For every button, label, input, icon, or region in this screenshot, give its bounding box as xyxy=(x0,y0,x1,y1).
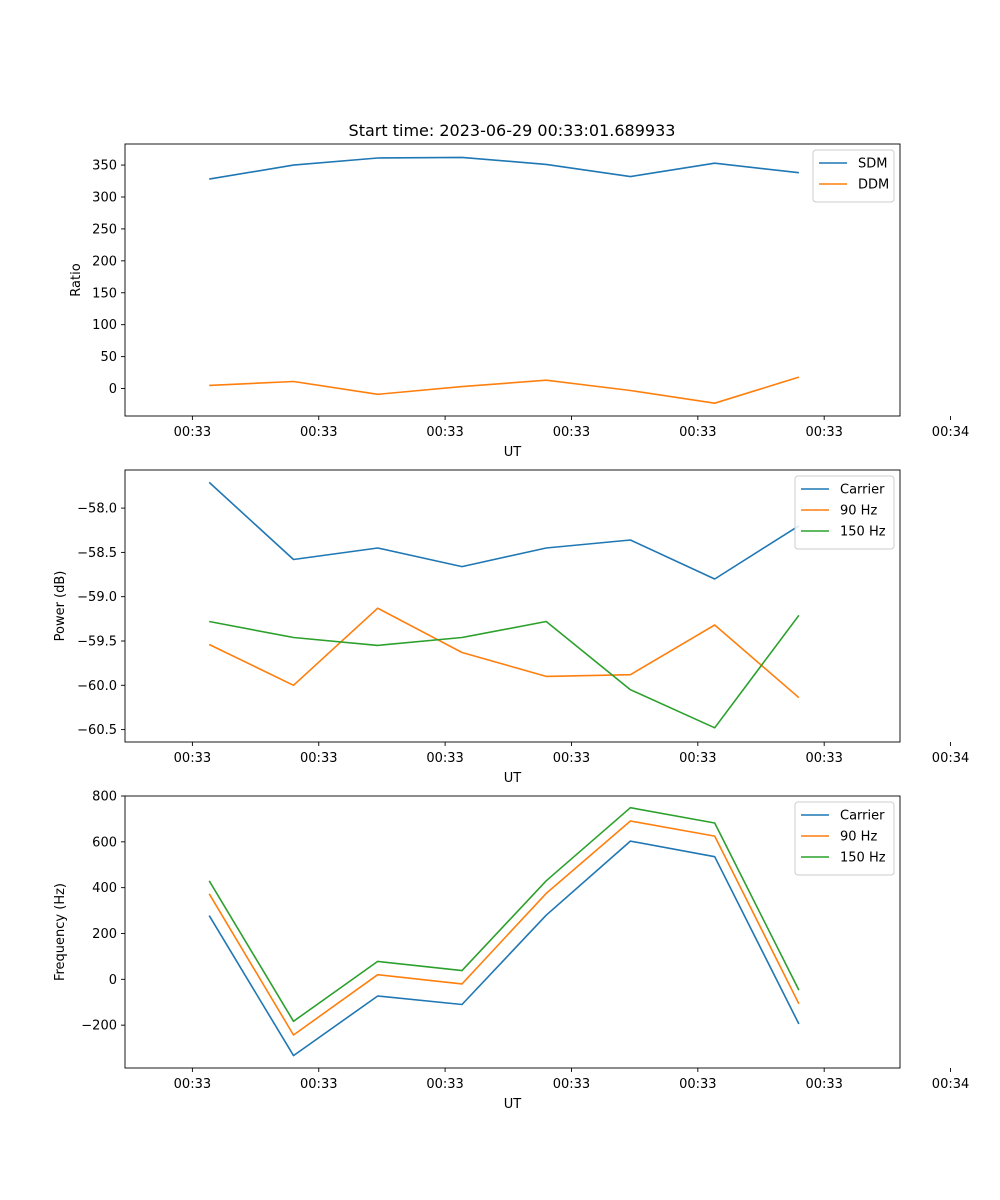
plot-frame xyxy=(124,143,901,417)
y-tick-label: −200 xyxy=(81,1019,117,1034)
chart-title: Start time: 2023-06-29 00:33:01.689933 xyxy=(349,121,676,140)
y-tick-label: 200 xyxy=(92,254,117,269)
legend-entry: Carrier xyxy=(840,483,885,498)
y-axis-label: Frequency (Hz) xyxy=(53,883,68,981)
x-tick-label: 00:34 xyxy=(932,425,969,440)
x-tick-label: 00:33 xyxy=(679,751,716,766)
legend: Carrier 90 Hz 150 Hz xyxy=(794,801,895,876)
y-tick-label: 0 xyxy=(109,382,117,397)
series-line xyxy=(209,156,799,180)
ratio-panel: 00:33 00:33 00:33 00:33 00:33 00:33 00:34 0 50 10… xyxy=(69,143,969,460)
legend-entry: 150 Hz xyxy=(840,851,886,866)
y-axis-label: Power (dB) xyxy=(53,571,68,642)
legend-entry: SDM xyxy=(858,157,887,172)
series-line xyxy=(208,607,800,699)
x-tick-label: 00:34 xyxy=(932,751,969,766)
x-axis-label: UT xyxy=(504,445,522,460)
x-tick-label: 00:33 xyxy=(300,1077,337,1092)
legend-entry: DDM xyxy=(858,178,889,193)
y-tick-label: −58.5 xyxy=(77,546,117,561)
y-axis-label: Ratio xyxy=(69,263,84,296)
x-tick-label: 00:33 xyxy=(679,425,716,440)
x-axis-label: UT xyxy=(504,1097,522,1112)
x-tick-label: 00:33 xyxy=(300,751,337,766)
series-line xyxy=(208,806,800,1023)
y-tick-label: 50 xyxy=(100,350,117,365)
y-tick-label: −60.0 xyxy=(77,679,117,694)
y-tick-label: 250 xyxy=(92,222,117,237)
series-line xyxy=(208,481,800,580)
legend: Carrier 90 Hz 150 Hz xyxy=(794,475,895,550)
y-tick-label: −59.5 xyxy=(77,634,117,649)
y-tick-label: −58.0 xyxy=(77,502,117,517)
x-tick-label: 00:33 xyxy=(553,751,590,766)
x-tick-label: 00:33 xyxy=(553,425,590,440)
legend-entry: Carrier xyxy=(840,809,885,824)
y-tick-label: −59.0 xyxy=(77,590,117,605)
x-tick-label: 00:33 xyxy=(805,425,842,440)
x-tick-label: 00:33 xyxy=(174,425,211,440)
y-tick-label: 0 xyxy=(109,973,117,988)
series-line xyxy=(208,840,800,1057)
x-tick-label: 00:34 xyxy=(932,1077,969,1092)
plot-frame xyxy=(124,795,901,1069)
x-tick-label: 00:33 xyxy=(426,425,463,440)
y-tick-label: 150 xyxy=(92,286,117,301)
x-tick-label: 00:33 xyxy=(300,425,337,440)
y-tick-label: 350 xyxy=(92,159,117,174)
legend-entry: 90 Hz xyxy=(840,504,877,519)
y-tick-label: −60.5 xyxy=(77,723,117,738)
x-tick-label: 00:33 xyxy=(426,751,463,766)
x-tick-label: 00:33 xyxy=(553,1077,590,1092)
x-axis-label: UT xyxy=(504,771,522,786)
y-tick-label: 300 xyxy=(92,190,117,205)
y-tick-label: 400 xyxy=(92,881,117,896)
y-tick-label: 600 xyxy=(92,835,117,850)
y-tick-label: 100 xyxy=(92,318,117,333)
x-tick-label: 00:33 xyxy=(805,751,842,766)
y-tick-label: 200 xyxy=(92,927,117,942)
frequency-panel: 00:33 00:33 00:33 00:33 00:33 00:33 00:34 −200 0… xyxy=(53,790,969,1113)
x-tick-label: 00:33 xyxy=(679,1077,716,1092)
plot-frame xyxy=(124,469,901,743)
legend-entry: 150 Hz xyxy=(840,525,886,540)
x-tick-label: 00:33 xyxy=(174,751,211,766)
power-panel: 00:33 00:33 00:33 00:33 00:33 00:33 00:34 −58.0… xyxy=(53,469,969,786)
series-line xyxy=(209,614,800,729)
x-tick-label: 00:33 xyxy=(805,1077,842,1092)
legend: SDM DDM xyxy=(812,149,895,203)
series-line xyxy=(209,376,800,405)
series-line xyxy=(208,820,800,1036)
legend-entry: 90 Hz xyxy=(840,830,877,845)
y-tick-label: 800 xyxy=(92,790,117,805)
x-tick-label: 00:33 xyxy=(174,1077,211,1092)
x-tick-label: 00:33 xyxy=(426,1077,463,1092)
